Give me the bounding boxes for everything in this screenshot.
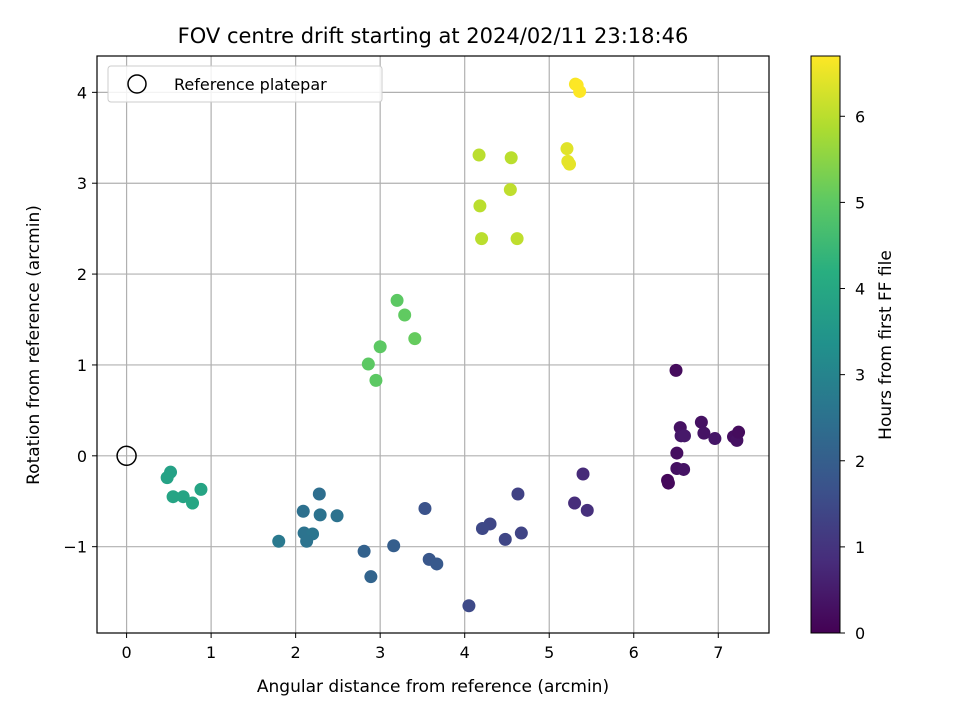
x-tick-label: 0: [121, 643, 131, 662]
data-point: [473, 199, 487, 213]
colorbar-tick-label: 2: [855, 452, 865, 471]
data-point: [194, 482, 208, 496]
legend: Reference platepar: [107, 65, 383, 103]
data-point: [272, 534, 286, 548]
data-point: [560, 142, 574, 156]
x-ticks: 0 1 2 3 4 5 6 7: [121, 633, 723, 662]
legend-label: Reference platepar: [174, 75, 327, 94]
data-point: [186, 496, 200, 510]
x-axis-label: Angular distance from reference (arcmin): [257, 677, 609, 697]
colorbar-label: Hours from first FF file: [876, 250, 896, 440]
data-point: [697, 426, 711, 440]
x-tick-label: 5: [544, 643, 554, 662]
data-point: [568, 496, 582, 510]
data-point: [677, 462, 691, 476]
data-point: [398, 308, 412, 322]
data-points: [160, 77, 746, 613]
x-tick-label: 2: [291, 643, 301, 662]
data-point: [462, 599, 476, 613]
data-point: [357, 544, 371, 558]
chart-title: FOV centre drift starting at 2024/02/11 …: [178, 24, 689, 48]
data-point: [373, 340, 387, 354]
data-point: [475, 232, 489, 246]
data-point: [708, 432, 722, 446]
data-point: [670, 446, 684, 460]
data-point: [472, 148, 486, 162]
x-tick-label: 3: [375, 643, 385, 662]
data-point: [503, 183, 517, 197]
data-point: [313, 508, 327, 522]
colorbar-tick-label: 3: [855, 366, 865, 385]
colorbar-tick-label: 0: [855, 624, 865, 643]
colorbar-tick-label: 5: [855, 193, 865, 212]
data-point: [504, 151, 518, 165]
data-point: [580, 503, 594, 517]
data-point: [576, 467, 590, 481]
y-tick-label: 3: [77, 174, 87, 193]
x-tick-label: 6: [629, 643, 639, 662]
y-tick-label: 0: [77, 447, 87, 466]
colorbar-tick-label: 4: [855, 280, 865, 299]
plot-frame: [96, 55, 770, 634]
legend-marker-reference: [127, 74, 147, 94]
data-point: [312, 487, 326, 501]
data-point: [511, 487, 525, 501]
y-ticks: −1 0 1 2 3 4: [63, 83, 97, 557]
colorbar: [810, 55, 841, 634]
data-point: [300, 534, 314, 548]
data-point: [498, 532, 512, 546]
data-point: [475, 522, 489, 536]
data-point: [732, 425, 746, 439]
data-point: [361, 357, 375, 371]
x-tick-label: 7: [713, 643, 723, 662]
data-point: [563, 157, 577, 171]
data-point: [330, 509, 344, 523]
data-point: [669, 363, 683, 377]
data-point: [166, 490, 180, 504]
reference-layer: [116, 445, 137, 467]
data-point: [364, 570, 378, 584]
data-point: [418, 502, 432, 516]
data-point: [160, 471, 174, 485]
x-tick-label: 4: [460, 643, 470, 662]
data-point: [510, 232, 524, 246]
data-point: [296, 504, 310, 518]
x-tick-label: 1: [206, 643, 216, 662]
data-point: [661, 476, 675, 490]
y-axis-label: Rotation from reference (arcmin): [24, 205, 44, 485]
data-point: [369, 373, 383, 387]
data-point: [694, 415, 708, 429]
y-tick-label: 1: [77, 356, 87, 375]
colorbar-tick-label: 6: [855, 107, 865, 126]
y-tick-label: −1: [63, 538, 87, 557]
data-point: [430, 557, 444, 571]
data-point: [514, 526, 528, 540]
colorbar-tick-label: 1: [855, 538, 865, 557]
y-tick-label: 2: [77, 265, 87, 284]
data-point: [176, 490, 190, 504]
data-point: [573, 84, 587, 98]
data-point: [390, 293, 404, 307]
data-point: [677, 429, 691, 443]
y-tick-label: 4: [77, 83, 87, 102]
data-point: [387, 539, 401, 553]
reference-point-marker: [116, 445, 137, 467]
colorbar-ticks: 0 1 2 3 4 5 6: [840, 107, 865, 643]
legend-box: [107, 65, 383, 103]
gridlines: [97, 56, 769, 633]
data-point: [408, 332, 422, 346]
